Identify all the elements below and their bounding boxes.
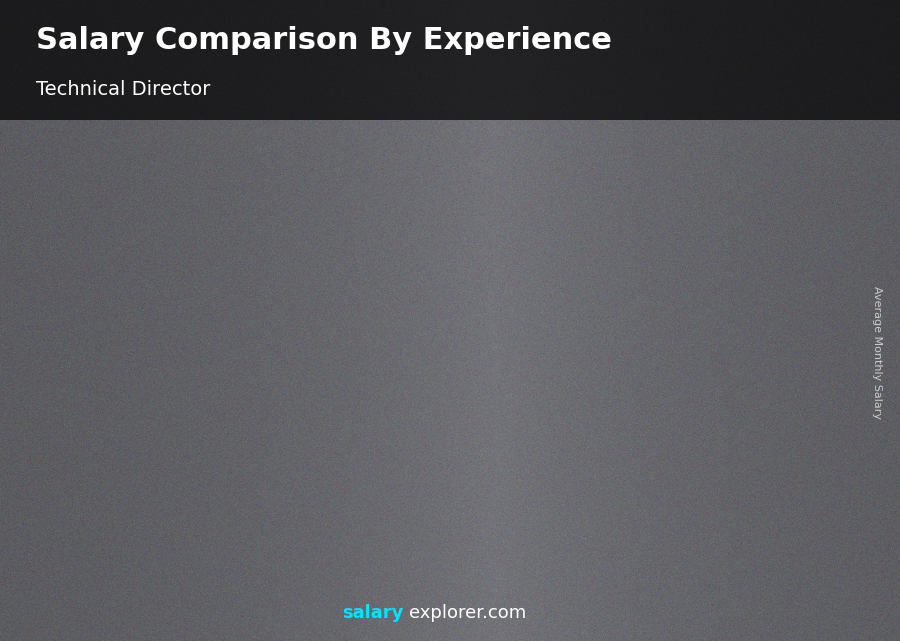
Bar [588, 269, 666, 564]
Bar [458, 292, 464, 564]
Bar [328, 338, 335, 564]
Bar [141, 440, 147, 564]
Bar [198, 403, 276, 564]
Bar [458, 292, 536, 299]
Bar [272, 403, 276, 564]
Text: Salary Comparison By Experience: Salary Comparison By Experience [36, 26, 612, 54]
Text: +20%: +20% [396, 226, 454, 244]
Text: +40%: +40% [266, 272, 325, 290]
Text: 61,400 DKK: 61,400 DKK [326, 317, 407, 331]
Bar [749, 243, 764, 248]
Text: explorer.com: explorer.com [410, 604, 526, 622]
Bar [717, 246, 796, 564]
Bar [401, 338, 406, 564]
Bar [531, 292, 536, 564]
Bar [328, 338, 406, 564]
Bar [68, 440, 147, 444]
Bar [100, 440, 115, 442]
Bar [68, 440, 75, 564]
Bar [489, 290, 505, 294]
FancyBboxPatch shape [716, 35, 814, 109]
Bar [328, 338, 406, 344]
Text: +9%: +9% [533, 203, 578, 221]
Bar [198, 403, 204, 564]
Text: 80,200 DKK: 80,200 DKK [585, 248, 667, 262]
Text: salary: salary [342, 604, 403, 622]
Bar [717, 246, 796, 253]
Bar [716, 63, 814, 81]
Bar [791, 246, 796, 564]
Text: 73,900 DKK: 73,900 DKK [455, 272, 536, 285]
Bar [748, 35, 766, 109]
Bar [717, 246, 724, 564]
Bar [661, 269, 666, 564]
Text: 43,900 DKK: 43,900 DKK [195, 382, 277, 396]
Bar [198, 403, 276, 406]
Text: 33,600 DKK: 33,600 DKK [66, 420, 148, 434]
Text: 86,600 DKK: 86,600 DKK [715, 225, 796, 239]
Bar [619, 267, 634, 271]
Bar [588, 269, 594, 564]
Bar [68, 440, 147, 564]
Text: +8%: +8% [662, 179, 708, 197]
Bar [458, 292, 536, 564]
Text: Technical Director: Technical Director [36, 80, 211, 99]
Text: Average Monthly Salary: Average Monthly Salary [872, 286, 883, 419]
Bar [359, 337, 375, 340]
Bar [588, 269, 666, 276]
Text: +31%: +31% [137, 337, 195, 355]
Bar [230, 401, 245, 404]
